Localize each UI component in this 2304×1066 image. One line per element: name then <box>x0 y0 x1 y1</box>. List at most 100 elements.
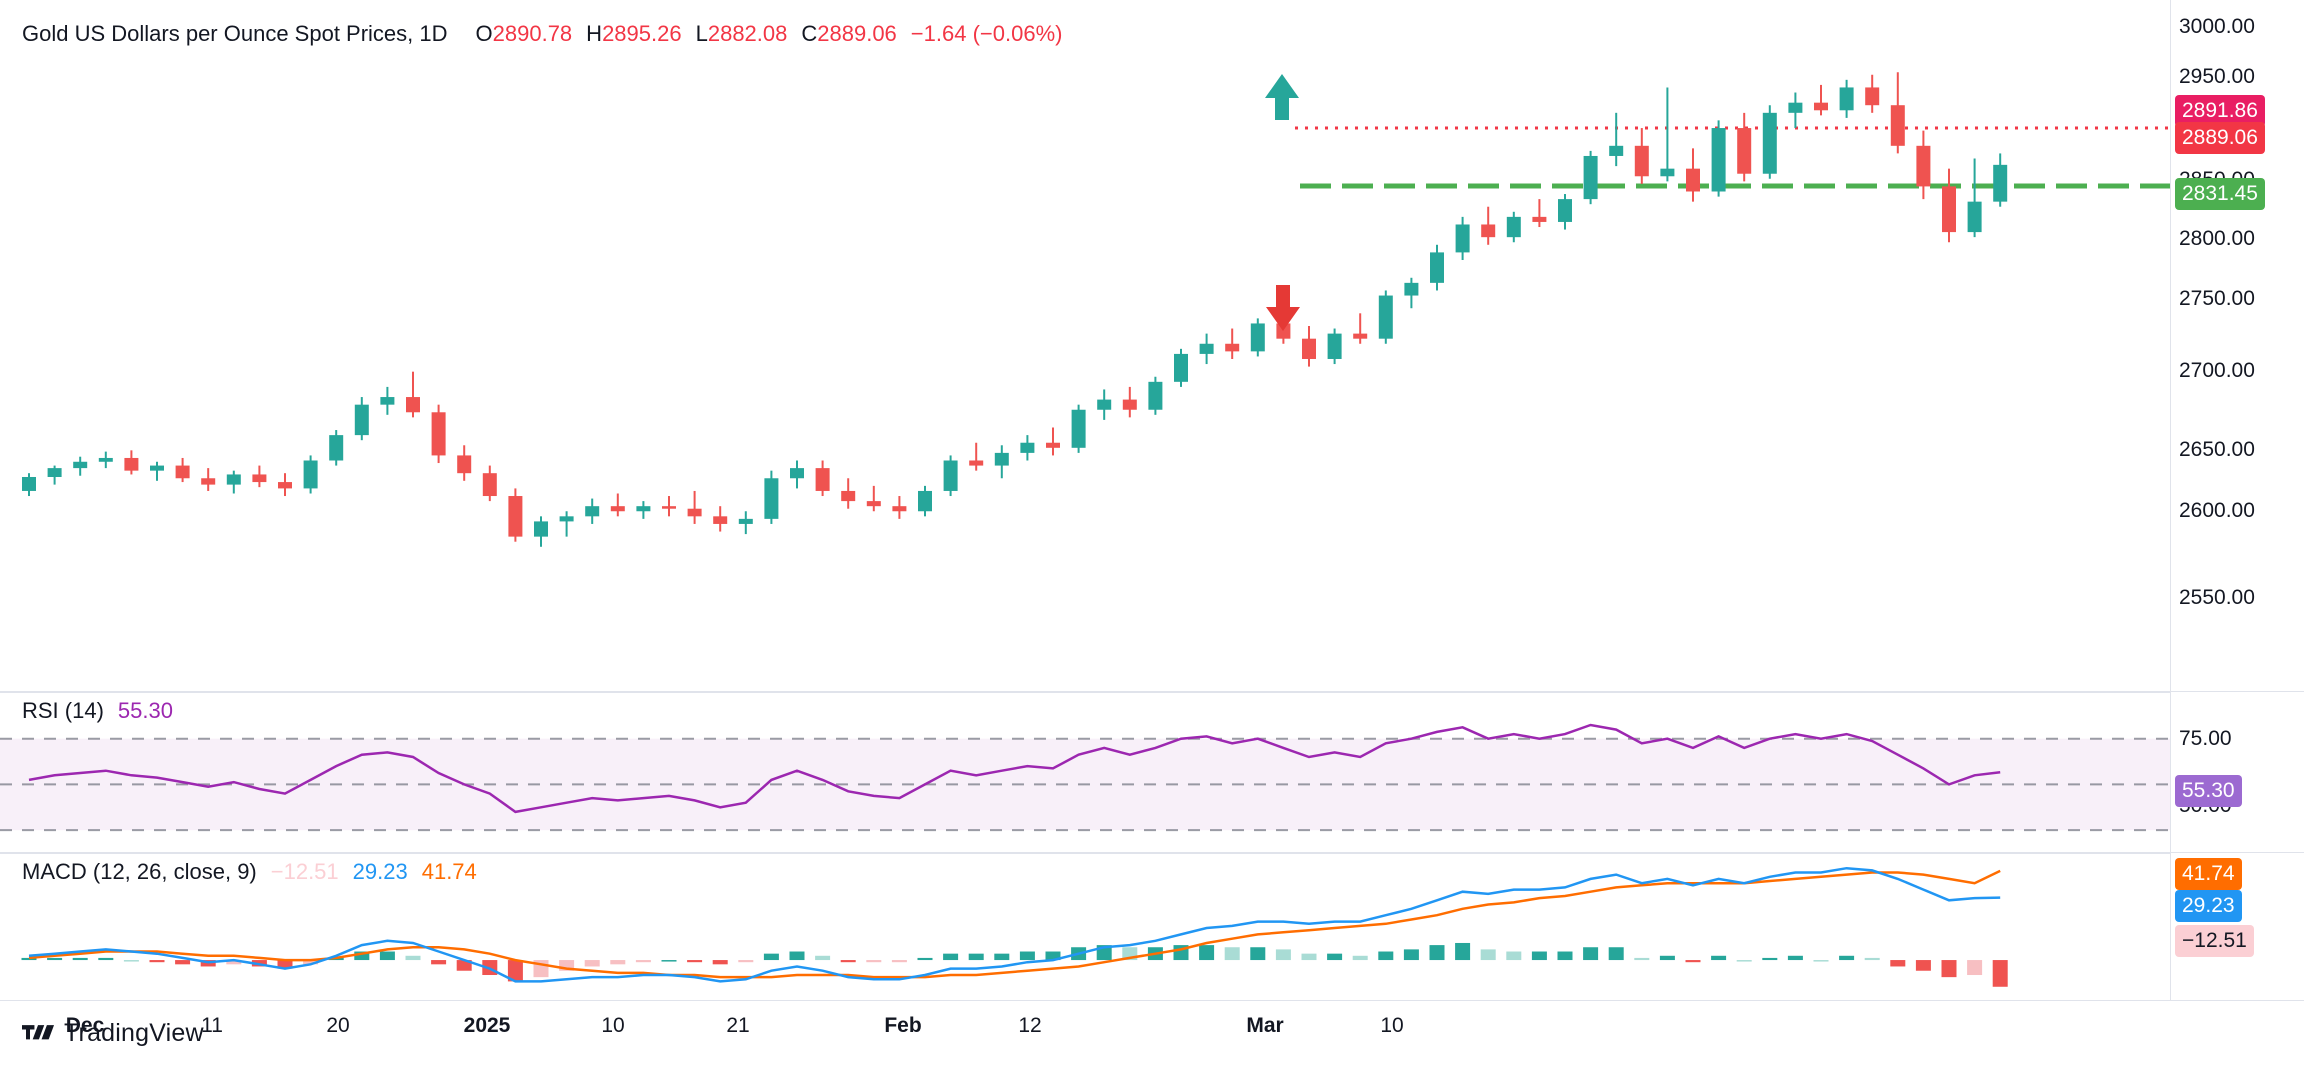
macd-legend-hist-value: −12.51 <box>270 859 339 884</box>
macd-histogram-bar <box>866 960 882 963</box>
macd-histogram-bar <box>277 960 293 969</box>
candle-body <box>610 506 625 512</box>
candle-body <box>1993 164 2008 202</box>
time-axis-tick: 2025 <box>463 1014 511 1037</box>
price-legend[interactable]: Gold US Dollars per Ounce Spot Prices, 1… <box>22 23 1062 45</box>
candle-body <box>738 518 753 524</box>
candle-body <box>1788 102 1803 113</box>
macd-histogram-bar <box>1019 951 1035 961</box>
macd-histogram-bar <box>1378 951 1394 961</box>
macd-histogram-bar <box>1224 947 1240 961</box>
pane-separator <box>0 691 2304 692</box>
ohlc-low-label: L <box>695 21 708 46</box>
macd-histogram-bar <box>1480 949 1496 961</box>
macd-histogram-bar <box>1890 960 1906 967</box>
time-scale-axis[interactable]: Dec 11 20 2025 10 21 Feb 12 Mar 10 <box>0 1000 2304 1048</box>
rsi-axis-tick: 75.00 <box>2179 727 2232 750</box>
candle-body <box>1737 128 1752 174</box>
macd-histogram-bar <box>149 960 165 963</box>
candle-body <box>585 506 600 517</box>
price-scale-axis[interactable]: 3000.002950.002900.002850.002800.002750.… <box>2170 0 2304 1000</box>
candle-body <box>1660 168 1675 177</box>
time-axis-tick: 10 <box>1380 1014 1404 1037</box>
candle-body <box>1865 87 1880 106</box>
candle-body <box>636 506 651 512</box>
candle-body <box>431 412 446 456</box>
price-change-value: −1.64 (−0.06%) <box>910 21 1063 46</box>
candle-body <box>1404 282 1419 296</box>
macd-histogram-bar <box>1583 947 1599 961</box>
macd-histogram-bar <box>98 957 114 961</box>
candle-body <box>457 455 472 474</box>
macd-histogram-bar <box>354 951 370 961</box>
candle-body <box>1532 216 1547 222</box>
macd-histogram-bar <box>1531 951 1547 961</box>
price-chart-pane[interactable] <box>0 0 2170 690</box>
macd-histogram-bar <box>815 955 831 961</box>
macd-histogram-bar <box>1250 947 1266 961</box>
candle-body <box>1353 333 1368 339</box>
ohlc-high-label: H <box>586 21 603 46</box>
price-axis-tick: 2550.00 <box>2179 586 2255 609</box>
high-marker-badge[interactable]: 2891.86 <box>2175 95 2265 127</box>
macd-legend[interactable]: MACD (12, 26, close, 9) −12.51 29.23 41.… <box>22 861 477 883</box>
macd-histogram-bar <box>1915 960 1931 971</box>
candle-body <box>841 490 856 502</box>
ohlc-close-value: 2889.06 <box>817 21 897 46</box>
price-candlestick-svg <box>22 72 2170 547</box>
tradingview-brand-name: TradingView <box>64 1019 204 1047</box>
macd-histogram-bar <box>1967 960 1983 976</box>
macd-histogram-bar <box>712 960 728 965</box>
rsi-legend[interactable]: RSI (14) 55.30 <box>22 700 173 722</box>
macd-histogram-bar <box>1557 951 1573 961</box>
candle-body <box>278 482 292 489</box>
macd-histogram-bar <box>1736 960 1752 962</box>
candle-body <box>329 435 344 461</box>
macd-legend-signal-value: 41.74 <box>421 859 477 884</box>
candle-body <box>98 457 113 462</box>
macd-legend-label: MACD (12, 26, close, 9) <box>22 859 257 884</box>
candle-body <box>790 468 804 479</box>
macd-histogram-bar <box>1762 957 1778 961</box>
macd-histogram-bar <box>1327 953 1343 961</box>
macd-histogram-bar <box>1506 951 1522 961</box>
candle-body <box>406 397 420 413</box>
candle-body <box>994 452 1009 466</box>
macd-histogram-bar <box>635 960 651 963</box>
macd-histogram-bar <box>123 960 139 962</box>
candle-body <box>1327 333 1342 359</box>
macd-signal-badge[interactable]: 41.74 <box>2175 858 2242 890</box>
rsi-indicator-pane[interactable] <box>0 692 2170 852</box>
candle-body <box>1430 252 1444 283</box>
macd-histogram-bar <box>456 960 472 971</box>
candle-body <box>764 478 779 519</box>
macd-histogram-bar <box>968 953 984 961</box>
candle-body <box>1250 323 1265 352</box>
tradingview-logo-icon <box>22 1023 54 1045</box>
macd-line-badge[interactable]: 29.23 <box>2175 890 2242 922</box>
sell-arrow-down-marker[interactable] <box>1266 285 1300 331</box>
candle-body <box>1916 145 1931 187</box>
macd-indicator-pane[interactable] <box>0 853 2170 1000</box>
support-level-badge[interactable]: 2831.45 <box>2175 178 2265 210</box>
macd-histogram-bar <box>789 951 805 961</box>
rsi-value-badge[interactable]: 55.30 <box>2175 775 2242 807</box>
candle-body <box>22 476 36 491</box>
ohlc-close-label: C <box>801 21 818 46</box>
candle-body <box>713 516 728 524</box>
macd-histogram-bar <box>1608 947 1624 961</box>
candle-body <box>1711 128 1726 192</box>
time-axis-tick: 11 <box>201 1014 223 1037</box>
candle-body <box>662 506 676 509</box>
arrow-up-icon <box>1265 74 1299 120</box>
macd-histogram-bar <box>379 951 395 961</box>
macd-hist-badge[interactable]: −12.51 <box>2175 925 2254 957</box>
candles-group <box>22 72 2008 547</box>
candle-body <box>303 460 318 489</box>
candle-body <box>1686 168 1700 192</box>
candle-body <box>1890 105 1905 146</box>
last-price-badge[interactable]: 2889.06 <box>2175 122 2265 154</box>
ohlc-high-value: 2895.26 <box>602 21 682 46</box>
buy-arrow-up-marker[interactable] <box>1265 74 1299 120</box>
